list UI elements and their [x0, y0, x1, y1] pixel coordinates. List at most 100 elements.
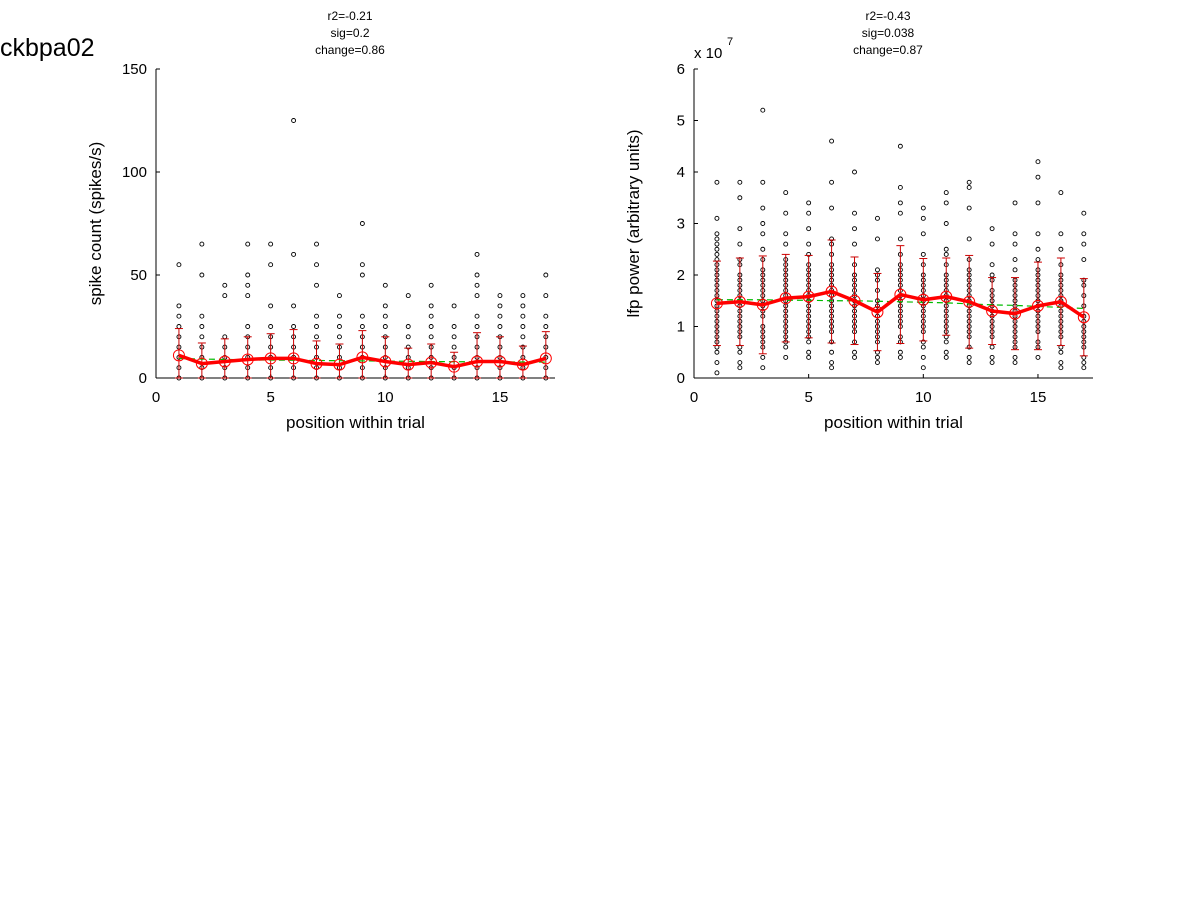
data-point [405, 293, 411, 299]
y-tick-label: 100 [122, 164, 147, 181]
data-point [897, 200, 903, 206]
data-point [245, 324, 251, 329]
data-point [714, 349, 720, 355]
data-point [966, 184, 972, 190]
mean-marker [756, 298, 769, 311]
data-point [783, 354, 789, 360]
data-point [714, 246, 720, 252]
mean-marker [287, 352, 300, 365]
mean-marker [825, 285, 838, 298]
data-point [451, 303, 457, 309]
data-point [314, 241, 319, 247]
mean-marker [241, 353, 254, 366]
data-point [943, 246, 949, 252]
x-tick-label: 15 [492, 389, 509, 406]
y-tick-label: 0 [139, 370, 147, 387]
mean-line [178, 353, 547, 369]
data-point [245, 282, 251, 288]
data-point [737, 179, 743, 185]
data-point [474, 324, 480, 329]
data-point [199, 324, 205, 329]
data-point [291, 251, 297, 257]
data-point [943, 339, 949, 345]
data-point [1081, 241, 1087, 247]
mean-marker [218, 355, 231, 368]
data-point [966, 205, 972, 211]
data-point [1012, 200, 1018, 206]
data-point [336, 334, 342, 340]
y-tick-label: 2 [677, 267, 685, 284]
data-point [829, 349, 835, 355]
data-point [1081, 360, 1087, 365]
data-point [852, 226, 857, 232]
mean-marker [871, 306, 884, 319]
x-axis-label: position within trial [824, 413, 963, 432]
data-point [897, 349, 903, 355]
data-point [760, 205, 766, 211]
data-point [451, 334, 457, 340]
data-point [852, 241, 857, 247]
data-point [428, 334, 434, 340]
x-tick-label: 5 [266, 389, 274, 406]
data-point [737, 195, 743, 201]
data-point [222, 334, 228, 340]
mean-marker [940, 290, 953, 303]
data-point [1035, 257, 1041, 262]
data-point [428, 313, 434, 319]
data-point [520, 313, 526, 319]
data-point [943, 349, 949, 355]
data-point [268, 303, 274, 309]
chart-panel-spike-count: r2=-0.21 sig=0.2 change=0.86 0 50 100 150 0 5 10 1… [86, 9, 555, 432]
chart-annotation-line: sig=0.038 [862, 26, 915, 40]
data-point [520, 293, 526, 299]
data-point [920, 365, 926, 371]
data-point [737, 365, 743, 371]
data-point [806, 200, 812, 206]
data-point [989, 226, 995, 232]
data-point [268, 324, 274, 329]
data-point [989, 272, 995, 278]
data-point [428, 324, 434, 329]
data-point [760, 179, 766, 185]
data-point [176, 262, 182, 268]
y-tick-label: 3 [677, 216, 685, 233]
data-point [966, 354, 972, 360]
data-point [222, 293, 228, 299]
data-point [783, 241, 789, 247]
y-tick-label: 0 [677, 370, 685, 387]
data-point [1035, 200, 1041, 206]
data-point [920, 344, 926, 350]
mean-marker [195, 357, 208, 370]
data-point [428, 303, 434, 309]
data-point [1058, 349, 1064, 355]
data-point [1012, 231, 1018, 237]
data-point [806, 339, 812, 345]
data-point [474, 282, 480, 288]
data-point [474, 272, 480, 278]
data-point [1035, 174, 1041, 180]
data-point [989, 344, 995, 350]
data-point [897, 210, 903, 216]
x-tick-label: 0 [690, 389, 698, 406]
data-point [474, 251, 480, 257]
data-point [543, 313, 549, 319]
data-point [829, 138, 835, 144]
data-point [199, 313, 205, 319]
data-point [1035, 231, 1041, 237]
y-axis-label: spike count (spikes/s) [86, 142, 105, 305]
data-point [382, 303, 388, 309]
mean-marker [963, 295, 976, 308]
data-point [176, 324, 182, 329]
data-point [737, 349, 743, 355]
data-point [176, 303, 182, 309]
data-point [874, 354, 880, 360]
data-point [222, 282, 228, 288]
mean-marker [802, 290, 815, 303]
data-point [760, 354, 766, 360]
data-point [1081, 231, 1087, 237]
data-point [1012, 354, 1018, 360]
data-point [829, 360, 835, 365]
data-point [783, 210, 789, 216]
mean-marker [310, 357, 323, 370]
y-tick-label: 5 [677, 113, 685, 130]
